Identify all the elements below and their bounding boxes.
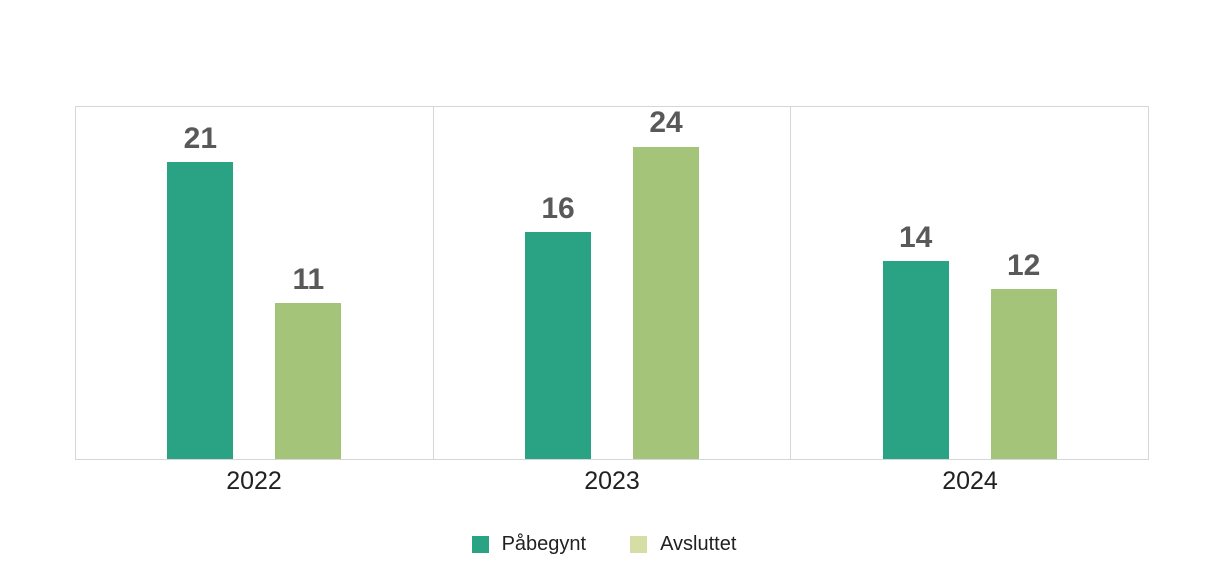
data-label-avsluttet-2022: 11	[292, 262, 325, 296]
x-axis-label-2024: 2024	[942, 467, 998, 495]
x-axis-label-2022: 2022	[226, 467, 282, 495]
bar-pabegynt-2023	[525, 232, 591, 459]
legend-item-avsluttet: Avsluttet	[630, 533, 736, 556]
bar-group-2022: 21 11	[167, 107, 342, 459]
bar-wrap-pabegynt-2023: 16	[525, 107, 591, 459]
bar-group-2024: 14 12	[882, 107, 1057, 459]
legend-swatch-icon-avsluttet	[630, 536, 648, 553]
bar-avsluttet-2023	[633, 146, 699, 459]
legend-item-pabegynt: Påbegynt	[471, 533, 587, 556]
legend-label-avsluttet: Avsluttet	[660, 533, 737, 555]
data-label-pabegynt-2024: 14	[898, 220, 933, 254]
bar-avsluttet-2022	[275, 303, 342, 459]
bar-avsluttet-2024	[990, 289, 1057, 459]
category-panel-2024: 14 12	[791, 107, 1148, 459]
bar-wrap-avsluttet-2024: 12	[990, 107, 1057, 459]
data-label-pabegynt-2023: 16	[541, 191, 575, 225]
x-axis-label-2023: 2023	[584, 467, 640, 495]
bar-pabegynt-2024	[882, 261, 949, 459]
data-label-pabegynt-2022: 21	[183, 121, 218, 155]
bar-wrap-avsluttet-2022: 11	[275, 107, 342, 459]
category-panel-2022: 21 11	[76, 107, 434, 459]
data-label-avsluttet-2023: 24	[649, 106, 683, 139]
legend-label-pabegynt: Påbegynt	[501, 533, 587, 555]
category-panel-2023: 16 24	[434, 107, 792, 459]
bar-pabegynt-2022	[167, 162, 234, 459]
x-axis: 2022 2023 2024	[75, 467, 1149, 496]
legend-swatch-icon-pabegynt	[471, 536, 489, 553]
legend: Påbegynt Avsluttet	[0, 533, 1208, 556]
bar-wrap-avsluttet-2023: 24	[633, 107, 699, 459]
bar-wrap-pabegynt-2024: 14	[882, 107, 949, 459]
bar-group-2023: 16 24	[525, 107, 699, 459]
data-label-avsluttet-2024: 12	[1006, 248, 1041, 282]
bar-wrap-pabegynt-2022: 21	[167, 107, 234, 459]
plot-area: 21 11 16 24 14 12	[75, 106, 1149, 460]
